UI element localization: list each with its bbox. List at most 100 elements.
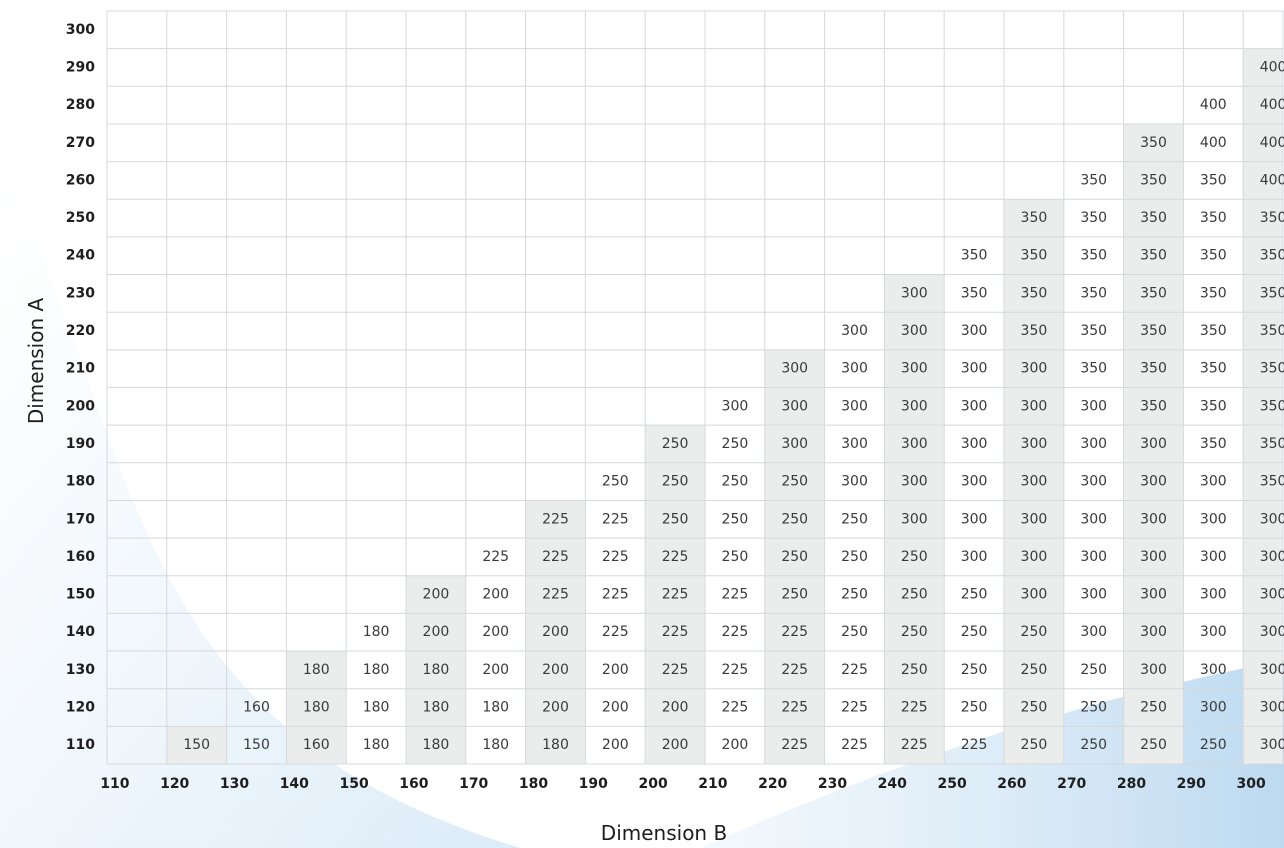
shaded-cell [1004, 236, 1064, 275]
cell-value: 225 [542, 511, 569, 527]
shaded-cell [884, 312, 945, 350]
shaded-cell [645, 538, 705, 576]
shaded-cell [1243, 651, 1283, 689]
cell-value: 200 [482, 624, 509, 640]
shaded-columns [166, 48, 1283, 764]
cell-value: 350 [1260, 323, 1284, 339]
cell-value: 350 [1140, 398, 1167, 414]
y-tick-label: 280 [66, 97, 95, 113]
shaded-cell [884, 575, 945, 614]
cell-value: 250 [1080, 737, 1107, 753]
shaded-cell [1123, 726, 1184, 764]
cell-value: 300 [1140, 549, 1167, 565]
cell-value: 300 [1021, 436, 1048, 452]
shaded-cell [286, 726, 347, 764]
cell-value: 350 [1140, 172, 1167, 188]
cell-value: 300 [1200, 474, 1227, 490]
cell-value: 180 [303, 700, 330, 716]
cell-value: 250 [722, 511, 749, 527]
cell-value: 225 [781, 737, 808, 753]
cell-value: 300 [1200, 511, 1227, 527]
shaded-cell [645, 462, 705, 501]
cell-value: 300 [1140, 511, 1167, 527]
shaded-cell [1004, 349, 1064, 388]
y-tick-label: 170 [66, 511, 95, 527]
cell-value: 300 [901, 511, 928, 527]
grid-lines [106, 10, 1284, 765]
shaded-cell [884, 462, 945, 501]
cell-value: 350 [1140, 135, 1167, 151]
y-tick-labels: 300 290 280 270 260 250 240 230 220 210 200 190 180 1… [66, 22, 95, 753]
cell-value: 350 [961, 285, 988, 301]
cell-value: 350 [1140, 361, 1167, 377]
cell-value: 350 [961, 248, 988, 264]
cell-value: 400 [1260, 172, 1284, 188]
cell-value: 250 [1080, 700, 1107, 716]
cell-value: 300 [1260, 624, 1284, 640]
shaded-cell [525, 538, 586, 576]
shaded-cell [1123, 123, 1184, 162]
cell-value: 350 [1021, 285, 1048, 301]
shaded-cell [1004, 651, 1064, 689]
cell-value: 250 [662, 511, 689, 527]
cell-value: 350 [1260, 361, 1284, 377]
cell-value: 300 [1021, 587, 1048, 603]
cell-value: 150 [183, 737, 210, 753]
cell-value: 300 [1080, 398, 1107, 414]
cell-value: 350 [1140, 285, 1167, 301]
shaded-cell [286, 651, 347, 689]
cell-value: 225 [542, 549, 569, 565]
shaded-cell [406, 726, 466, 764]
cell-value: 225 [781, 624, 808, 640]
shaded-cell [1004, 575, 1064, 614]
cell-value: 250 [841, 624, 868, 640]
cell-value: 300 [1200, 587, 1227, 603]
cell-value: 200 [602, 662, 629, 678]
cell-value: 350 [1200, 361, 1227, 377]
cell-value: 300 [1140, 624, 1167, 640]
cell-value: 225 [602, 549, 629, 565]
cell-value: 300 [1021, 511, 1048, 527]
cell-value: 350 [1140, 248, 1167, 264]
cell-value: 300 [1260, 549, 1284, 565]
cell-value: 350 [1080, 323, 1107, 339]
cell-value: 225 [722, 587, 749, 603]
x-tick-labels: 110 120 130 140 150 160 170 180 190 200 210 220 230 2… [100, 776, 1266, 792]
cell-value: 350 [1080, 285, 1107, 301]
shaded-cell [406, 688, 466, 727]
shaded-cell [525, 726, 586, 764]
cell-value: 250 [781, 511, 808, 527]
shaded-cell [406, 575, 466, 614]
shaded-cell [1123, 575, 1184, 614]
cell-value: 180 [363, 624, 390, 640]
cell-value: 200 [542, 700, 569, 716]
x-axis-label: Dimension B [601, 821, 727, 845]
y-tick-label: 230 [66, 285, 95, 301]
shaded-cell [406, 651, 466, 689]
cell-value: 400 [1200, 97, 1227, 113]
y-tick-label: 130 [66, 662, 95, 678]
shaded-cell [1243, 538, 1283, 576]
x-tick-label: 130 [220, 776, 249, 792]
shaded-cell [764, 726, 825, 764]
cell-value: 200 [602, 700, 629, 716]
cell-value: 300 [961, 549, 988, 565]
shaded-cell [884, 688, 945, 727]
cell-value: 350 [1080, 361, 1107, 377]
y-tick-label: 250 [66, 210, 95, 226]
cell-value: 180 [423, 662, 450, 678]
cell-value: 150 [243, 737, 270, 753]
cell-value: 300 [1080, 511, 1107, 527]
cell-value: 350 [1260, 398, 1284, 414]
cell-value: 300 [961, 436, 988, 452]
shaded-cell [645, 613, 705, 652]
cell-value: 300 [961, 474, 988, 490]
cell-value: 350 [1021, 210, 1048, 226]
cell-value: 250 [722, 474, 749, 490]
shaded-cell [1243, 575, 1283, 614]
cell-value: 225 [781, 700, 808, 716]
cell-value: 350 [1200, 248, 1227, 264]
shaded-cell [1123, 236, 1184, 275]
shaded-cell [645, 651, 705, 689]
shaded-cell [1123, 688, 1184, 727]
